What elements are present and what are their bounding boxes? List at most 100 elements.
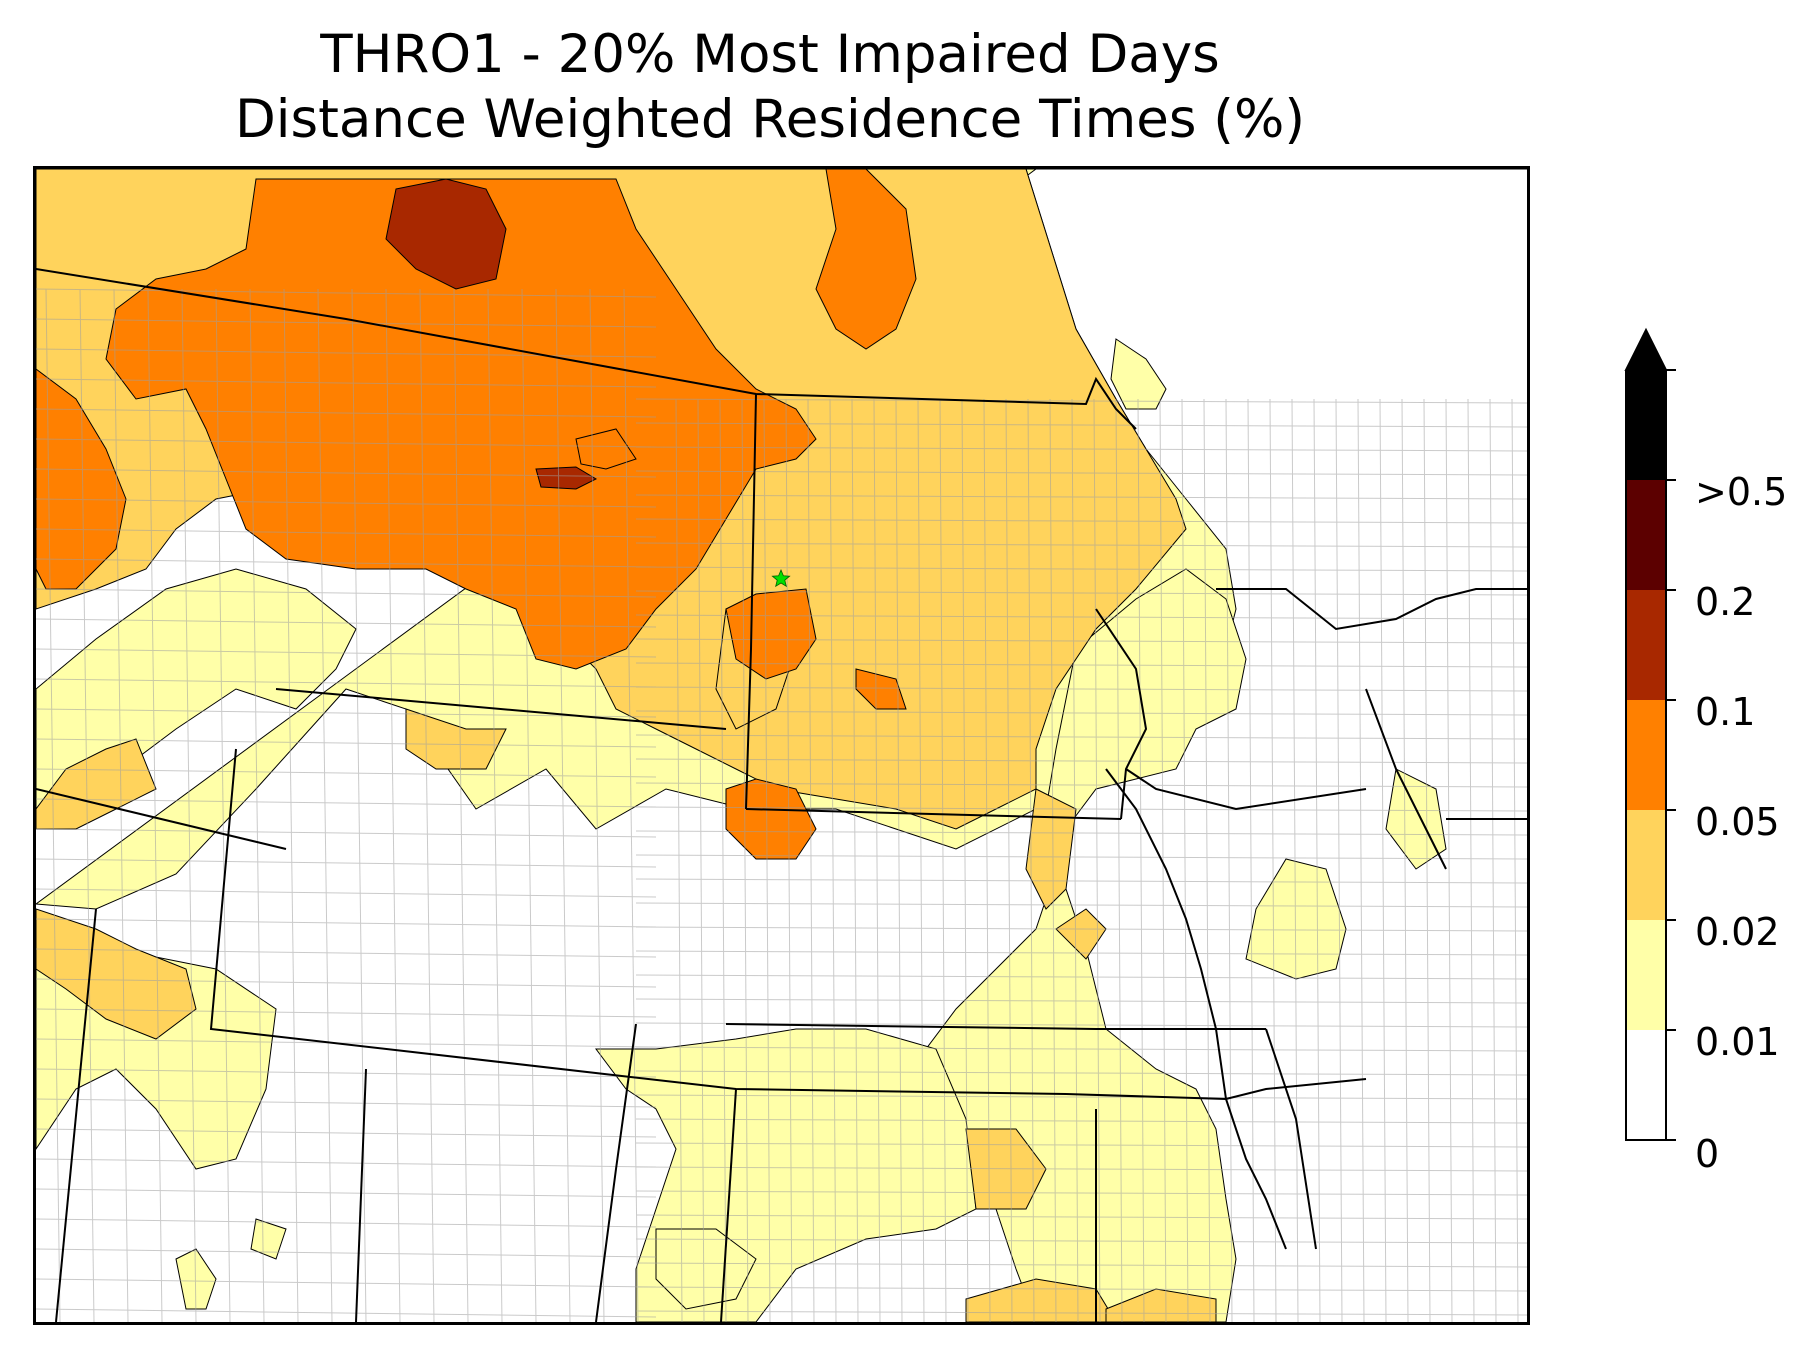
county-border-line bbox=[635, 758, 1527, 764]
county-border-line bbox=[635, 1142, 1527, 1148]
colorbar-tick-label: 0.2 bbox=[1695, 580, 1756, 624]
state-border bbox=[1065, 1078, 1367, 1101]
colorbar-outline bbox=[1625, 370, 1667, 1141]
county-border-line bbox=[675, 398, 683, 1322]
county-border-line bbox=[36, 828, 657, 838]
county-border-line bbox=[36, 1158, 657, 1168]
county-border-line bbox=[36, 468, 657, 478]
county-border-line bbox=[719, 398, 727, 1322]
county-border-line bbox=[1313, 398, 1321, 1322]
county-border-line bbox=[385, 288, 401, 1322]
county-border-line bbox=[36, 768, 657, 778]
county-border-line bbox=[1247, 398, 1255, 1322]
county-border-line bbox=[113, 288, 129, 1322]
county-border-line bbox=[1181, 398, 1189, 1322]
county-border-line bbox=[635, 974, 1527, 980]
colorbar-tick-label: 0.02 bbox=[1695, 910, 1780, 954]
state-border bbox=[1095, 608, 1148, 820]
state-border bbox=[1105, 768, 1287, 1250]
county-border-line bbox=[635, 878, 1527, 884]
state-border bbox=[55, 908, 97, 1322]
colorbar-segment bbox=[1626, 1030, 1666, 1140]
county-border-line bbox=[36, 1098, 657, 1108]
contour-level-0-05 bbox=[855, 668, 907, 710]
county-border-line bbox=[36, 288, 657, 298]
county-border-line bbox=[1291, 398, 1299, 1322]
county-border-line bbox=[487, 288, 503, 1322]
county-border-line bbox=[763, 398, 771, 1322]
county-border-line bbox=[419, 288, 435, 1322]
county-border-line bbox=[36, 1308, 657, 1318]
county-border-line bbox=[36, 738, 657, 748]
county-border-line bbox=[249, 288, 265, 1322]
colorbar-segment bbox=[1626, 590, 1666, 700]
state-border bbox=[355, 1068, 367, 1322]
county-border-line bbox=[36, 648, 657, 658]
county-border-line bbox=[1269, 398, 1277, 1322]
county-border-line bbox=[36, 978, 657, 988]
county-border-line bbox=[635, 1238, 1527, 1244]
map-title-line-1: THRO1 - 20% Most Impaired Days bbox=[320, 24, 1220, 85]
county-border-line bbox=[635, 782, 1527, 788]
state-border bbox=[275, 688, 727, 730]
county-border-line bbox=[453, 288, 469, 1322]
county-border-line bbox=[635, 446, 1527, 452]
star-icon bbox=[771, 568, 791, 588]
county-border-line bbox=[635, 1118, 1527, 1124]
county-border-line bbox=[1423, 398, 1431, 1322]
contour-level-0-1 bbox=[385, 178, 507, 290]
county-border-line bbox=[635, 926, 1527, 932]
county-border-line bbox=[635, 1022, 1527, 1028]
colorbar-tick-label: 0.05 bbox=[1695, 800, 1780, 844]
county-border-line bbox=[36, 708, 657, 718]
county-border-line bbox=[635, 662, 1527, 668]
county-border-line bbox=[36, 1038, 657, 1048]
county-border-line bbox=[635, 902, 1527, 908]
county-border-line bbox=[36, 858, 657, 868]
county-border-line bbox=[36, 498, 657, 508]
county-border-line bbox=[36, 348, 657, 358]
county-border-line bbox=[1511, 398, 1519, 1322]
county-border-line bbox=[36, 1008, 657, 1018]
county-border-line bbox=[635, 1262, 1527, 1268]
county-border-line bbox=[697, 398, 705, 1322]
county-border-line bbox=[1445, 398, 1453, 1322]
county-border-line bbox=[317, 288, 333, 1322]
state-border bbox=[745, 808, 1122, 820]
county-border-line bbox=[635, 1094, 1527, 1100]
contour-level-0-01 bbox=[1245, 858, 1347, 980]
county-border-line bbox=[635, 830, 1527, 836]
contour-level-0-05 bbox=[105, 178, 817, 670]
colorbar-segment bbox=[1626, 700, 1666, 810]
contour-level-0-01 bbox=[655, 1228, 757, 1310]
county-border-line bbox=[36, 918, 657, 928]
colorbar-tick-label: 0 bbox=[1695, 1132, 1720, 1176]
county-border-line bbox=[36, 678, 657, 688]
county-border-line bbox=[36, 438, 657, 448]
contour-level-0-01 bbox=[250, 1218, 287, 1260]
county-border-line bbox=[589, 288, 605, 1322]
colorbar-tick-label: 0.1 bbox=[1695, 690, 1756, 734]
county-border-line bbox=[1489, 398, 1497, 1322]
contour-level-0-01 bbox=[1110, 338, 1167, 410]
county-border-line bbox=[45, 288, 61, 1322]
contour-level-0-01 bbox=[595, 1028, 977, 1322]
state-border bbox=[720, 1088, 737, 1322]
colorbar-segment bbox=[1626, 480, 1666, 590]
county-border-line bbox=[1357, 398, 1365, 1322]
county-borders bbox=[36, 288, 1527, 1322]
state-border bbox=[1365, 688, 1447, 870]
county-border-line bbox=[635, 1310, 1527, 1316]
colorbar-svg bbox=[1624, 327, 1676, 1141]
county-border-line bbox=[635, 806, 1527, 812]
state-border bbox=[1265, 1028, 1317, 1250]
county-border-line bbox=[635, 566, 1527, 572]
county-border-line bbox=[635, 470, 1527, 476]
county-border-line bbox=[36, 1068, 657, 1078]
county-border-line bbox=[1467, 398, 1475, 1322]
county-border-line bbox=[36, 528, 657, 538]
county-border-line bbox=[1137, 398, 1145, 1322]
contour-level-0-05 bbox=[575, 428, 637, 470]
county-border-line bbox=[1159, 398, 1167, 1322]
colorbar-tick-label: >0.5 bbox=[1695, 470, 1788, 514]
